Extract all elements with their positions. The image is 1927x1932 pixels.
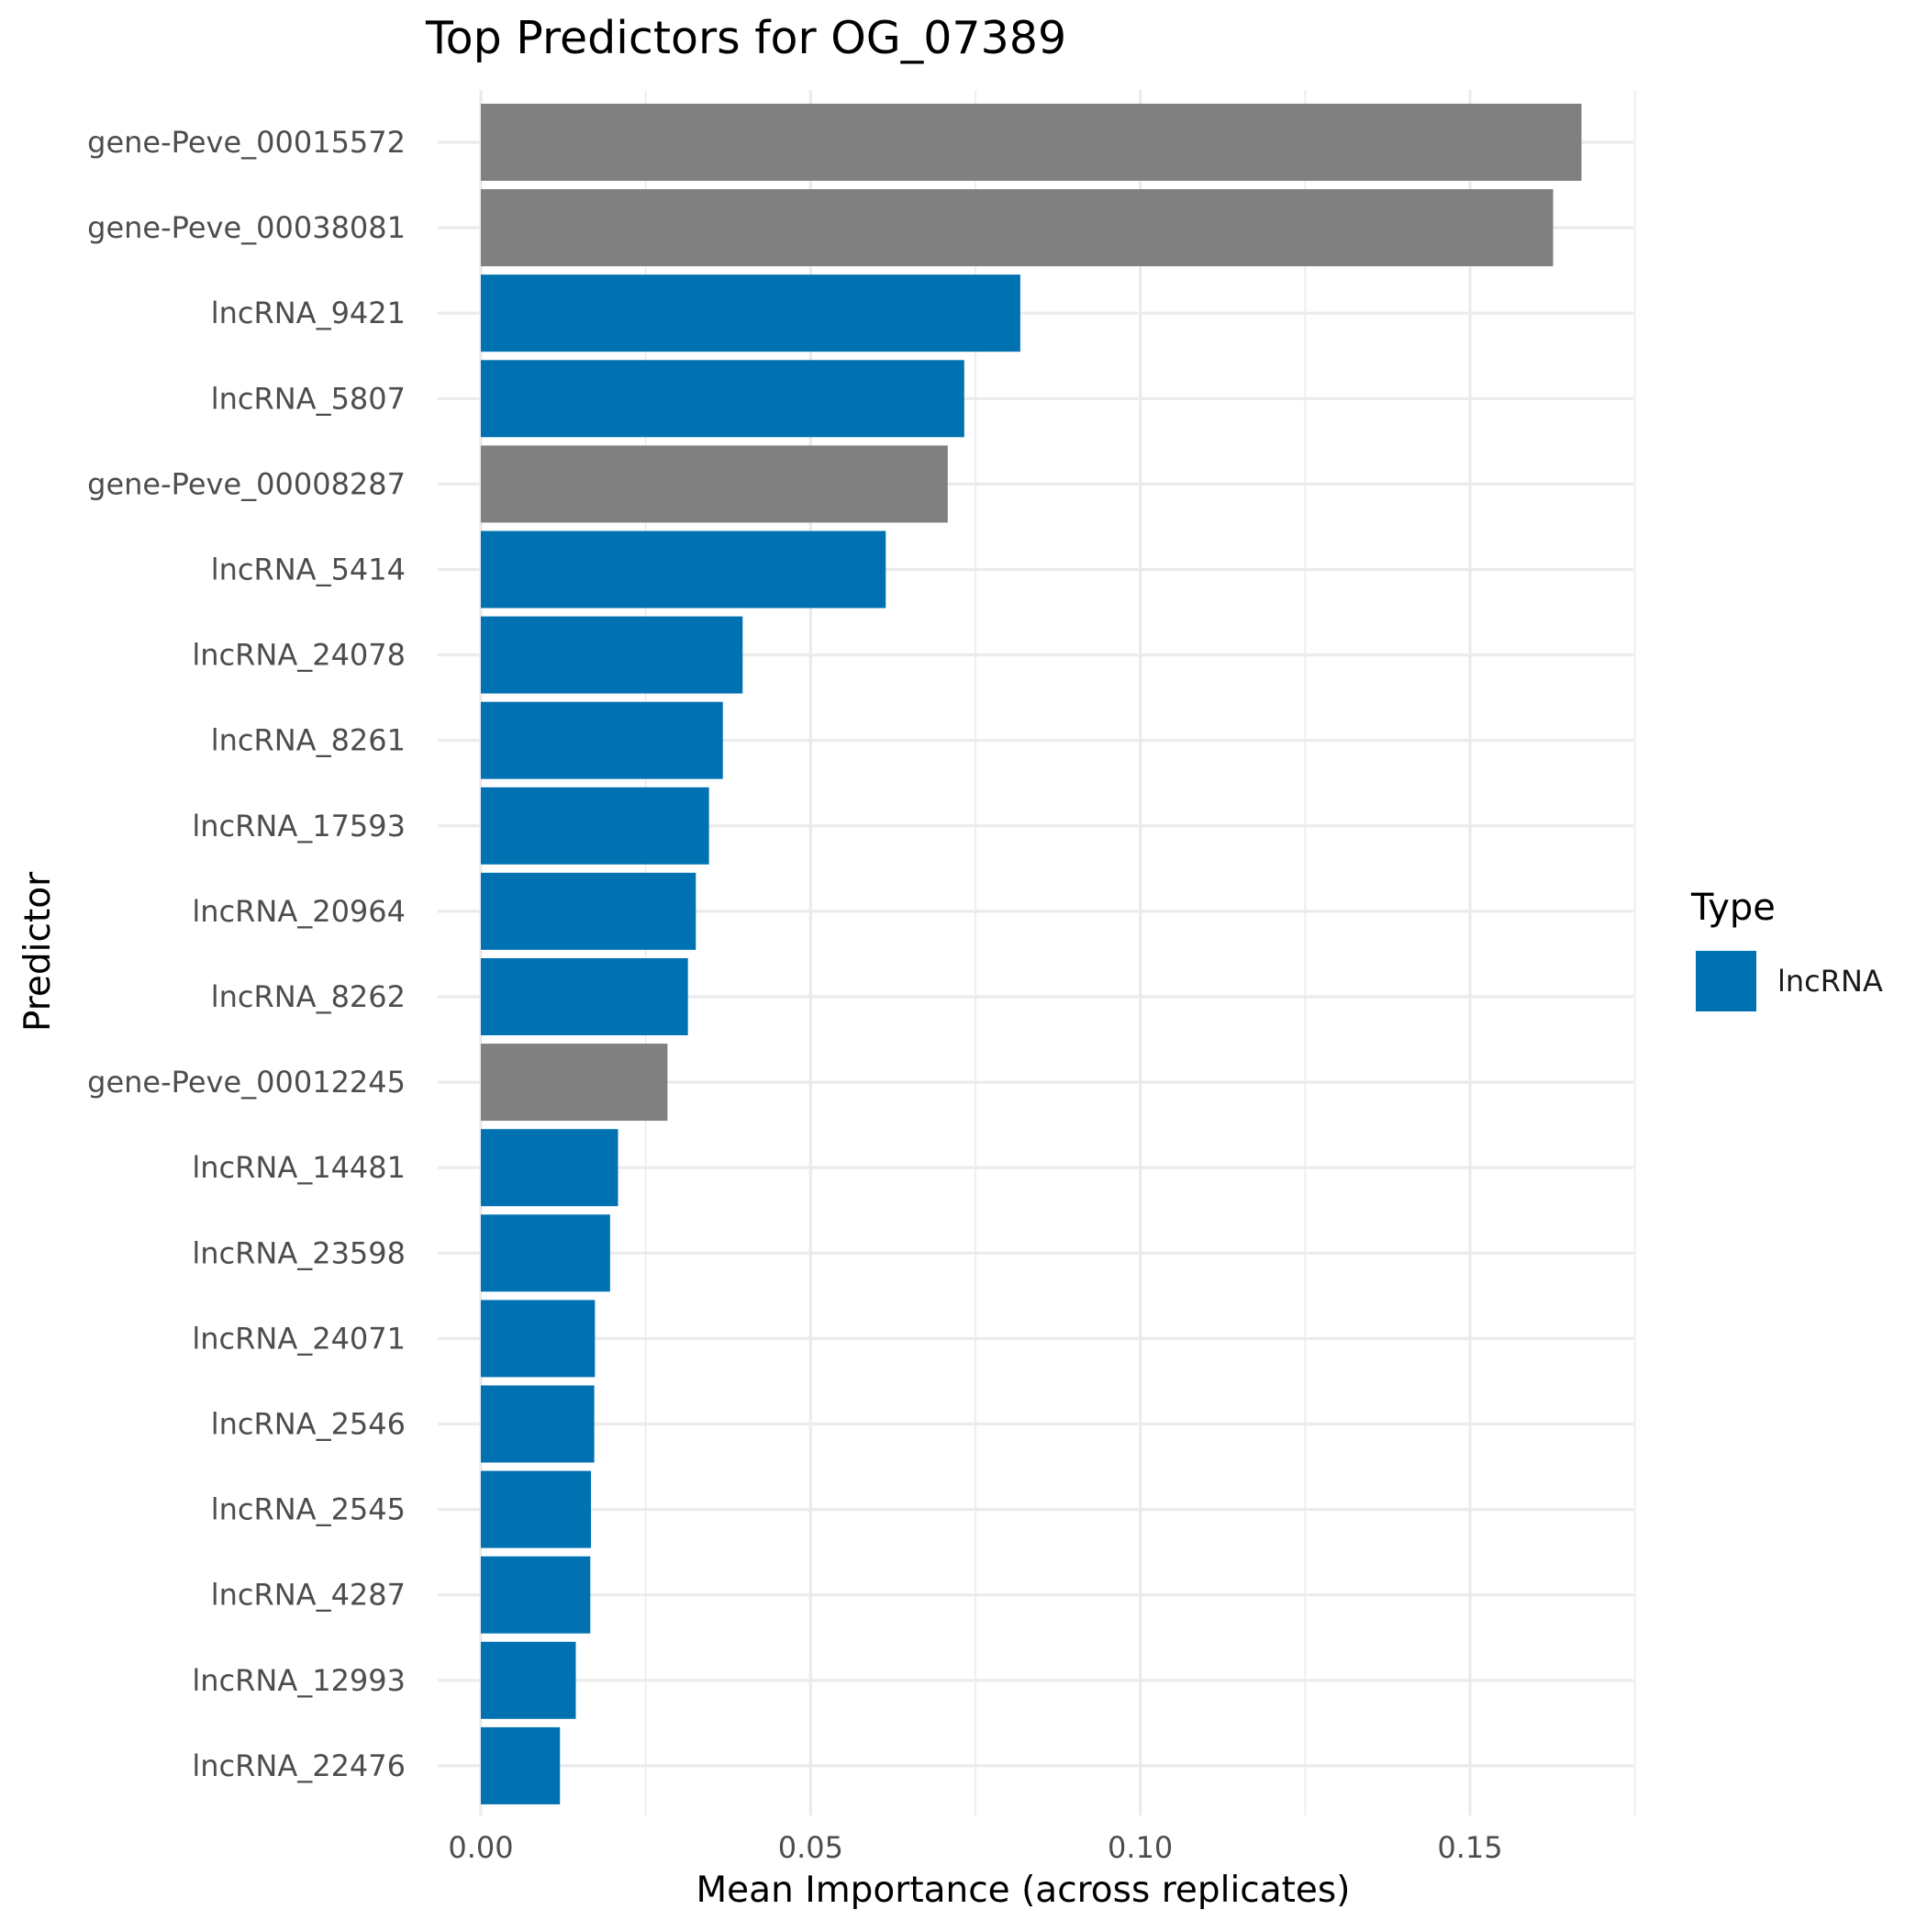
legend-label-lncrna: lncRNA	[1777, 964, 1883, 999]
bar-lncrna-2545	[481, 1470, 592, 1548]
y-tick-label: gene-Peve_00008287	[87, 466, 406, 501]
y-tick-label: lncRNA_20964	[192, 894, 406, 929]
bar-lncrna-8262	[481, 958, 688, 1035]
x-tick-label: 0.15	[1437, 1830, 1502, 1865]
bar-lncrna-9421	[481, 274, 1020, 352]
y-tick-label: lncRNA_17593	[192, 809, 406, 843]
bar-layer	[481, 104, 1582, 1804]
bar-lncrna-22476	[481, 1726, 561, 1804]
bar-lncrna-24071	[481, 1300, 596, 1378]
y-tick-label: lncRNA_8261	[211, 723, 406, 758]
legend-title: Type	[1690, 887, 1776, 929]
y-tick-label: gene-Peve_00015572	[87, 125, 406, 160]
y-tick-label: lncRNA_22476	[192, 1748, 406, 1783]
bar-lncrna-17593	[481, 787, 709, 865]
y-tick-label: lncRNA_14481	[192, 1150, 406, 1185]
y-tick-label: lncRNA_2545	[211, 1492, 406, 1527]
chart-title: Top Predictors for OG_07389	[425, 12, 1066, 64]
y-tick-label: lncRNA_9421	[211, 296, 406, 330]
y-tick-label: lncRNA_8262	[211, 979, 406, 1014]
y-tick-label: lncRNA_5807	[211, 381, 406, 416]
legend-swatch-lncrna	[1696, 951, 1756, 1011]
y-tick-label: lncRNA_5414	[211, 553, 406, 587]
x-tick-label: 0.05	[778, 1830, 843, 1865]
bar-gene-peve-00012245	[481, 1044, 668, 1122]
x-tick-label: 0.00	[448, 1830, 513, 1865]
bar-lncrna-12993	[481, 1641, 576, 1719]
y-tick-label: lncRNA_24071	[192, 1321, 406, 1356]
y-tick-label: gene-Peve_00038081	[87, 210, 406, 245]
bar-lncrna-20964	[481, 872, 696, 950]
y-tick-label: lncRNA_23598	[192, 1235, 406, 1270]
legend: Type lncRNA	[1690, 887, 1883, 1011]
bar-lncrna-5807	[481, 360, 964, 438]
bar-lncrna-23598	[481, 1214, 610, 1292]
y-tick-label: lncRNA_24078	[192, 638, 406, 673]
bar-gene-peve-00008287	[481, 445, 948, 523]
bar-lncrna-8261	[481, 701, 723, 779]
y-tick-label: lncRNA_2546	[211, 1407, 406, 1442]
bar-gene-peve-00015572	[481, 104, 1582, 181]
y-axis-title: Predictor	[17, 871, 59, 1032]
y-tick-label: gene-Peve_00012245	[87, 1065, 406, 1100]
bar-lncrna-14481	[481, 1129, 618, 1207]
bar-lncrna-5414	[481, 530, 886, 609]
y-tick-label: lncRNA_12993	[192, 1663, 406, 1698]
y-tick-label: lncRNA_4287	[211, 1578, 406, 1613]
x-axis-title: Mean Importance (across replicates)	[696, 1870, 1351, 1911]
x-tick-label: 0.10	[1108, 1830, 1173, 1865]
bar-lncrna-24078	[481, 616, 743, 694]
bar-lncrna-4287	[481, 1556, 591, 1634]
bar-lncrna-2546	[481, 1385, 595, 1463]
bar-gene-peve-00038081	[481, 189, 1554, 267]
y-tick-labels: gene-Peve_00015572 gene-Peve_00038081 lncR…	[87, 125, 406, 1783]
x-tick-labels: 0.00 0.05 0.10 0.15	[448, 1830, 1502, 1865]
